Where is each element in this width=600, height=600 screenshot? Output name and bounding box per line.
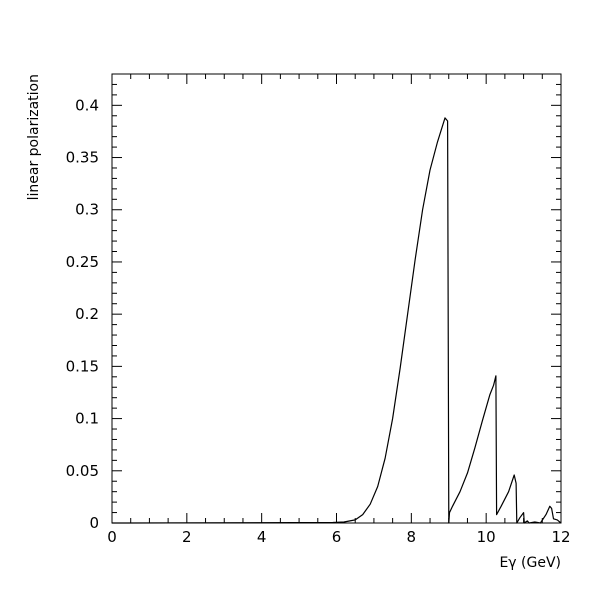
x-axis: 0 2 4 6 8 10 12 xyxy=(107,74,571,546)
x-tick-label: 2 xyxy=(182,528,192,546)
series-layer xyxy=(111,117,562,524)
y-tick-label: 0.1 xyxy=(75,410,99,428)
y-tick-label: 0.35 xyxy=(66,149,99,167)
y-tick-label: 0.05 xyxy=(66,462,99,480)
plot-frame xyxy=(111,73,562,524)
x-tick-label: 0 xyxy=(107,528,117,546)
y-tick-label: 0 xyxy=(89,514,99,532)
x-tick-label: 10 xyxy=(477,528,496,546)
y-tick-label: 0.15 xyxy=(66,357,99,375)
y-tick-label: 0.3 xyxy=(75,201,99,219)
y-tick-label: 0.4 xyxy=(75,96,99,114)
y-axis: 0 0.05 0.1 0.15 0.2 0.25 0.3 0.35 0.4 xyxy=(66,73,561,532)
y-axis-title: linear polarization xyxy=(26,74,42,200)
x-tick-label: 8 xyxy=(407,528,417,546)
series-line xyxy=(111,117,562,524)
x-axis-title: Eγ (GeV) xyxy=(499,555,561,571)
x-tick-label: 12 xyxy=(551,528,570,546)
x-tick-label: 4 xyxy=(257,528,267,546)
y-tick-label: 0.25 xyxy=(66,253,99,271)
y-tick-label: 0.2 xyxy=(75,305,99,323)
x-tick-label: 6 xyxy=(332,528,342,546)
